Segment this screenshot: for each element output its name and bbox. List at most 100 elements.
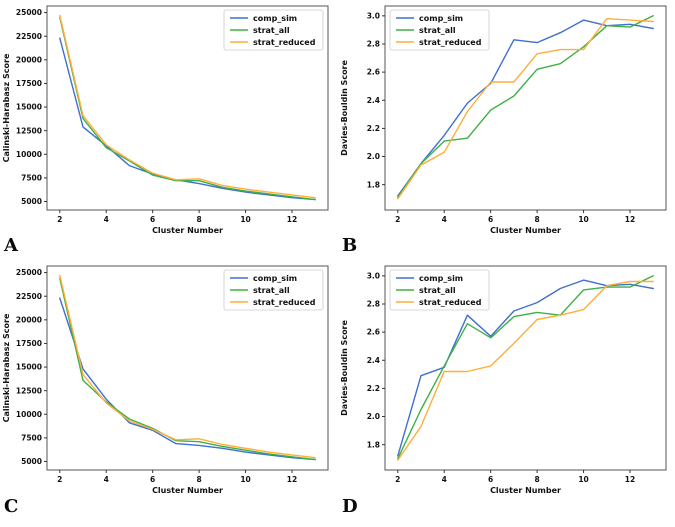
y-tick-label: 17500 <box>16 79 42 88</box>
panel-label-c: C <box>4 496 19 517</box>
series-line-strat_reduced <box>397 18 654 200</box>
y-tick-label: 22500 <box>16 292 42 301</box>
y-tick-label: 10000 <box>16 410 42 419</box>
y-tick-label: 2.0 <box>367 412 380 421</box>
x-tick-label: 10 <box>240 475 250 484</box>
y-tick-label: 15000 <box>16 103 42 112</box>
y-tick-label: 5000 <box>21 197 42 206</box>
x-axis-label: Cluster Number <box>490 226 561 235</box>
legend-label-strat_reduced: strat_reduced <box>419 38 482 47</box>
axes: 1.8 2.0 2.2 2.4 2.6 2.8 3.0 2 4 6 8 10 12 Cluster Num… <box>340 271 635 495</box>
y-tick-label: 25000 <box>16 8 42 17</box>
panel-label-a: A <box>4 235 18 256</box>
x-tick-label: 8 <box>535 475 540 484</box>
x-tick-label: 10 <box>240 215 250 224</box>
legend-label-strat_all: strat_all <box>253 286 290 295</box>
x-tick-label: 8 <box>535 215 540 224</box>
x-tick-label: 2 <box>57 215 62 224</box>
x-axis-label: Cluster Number <box>152 486 223 495</box>
x-tick-label: 12 <box>287 215 297 224</box>
x-tick-label: 6 <box>150 215 155 224</box>
legend: comp_sim strat_all strat_reduced <box>223 269 324 311</box>
legend: comp_sim strat_all strat_reduced <box>389 9 490 51</box>
x-tick-label: 6 <box>488 475 493 484</box>
legend-label-comp_sim: comp_sim <box>253 274 297 283</box>
x-tick-label: 2 <box>395 215 400 224</box>
legend-label-comp_sim: comp_sim <box>419 274 463 283</box>
plot-border <box>384 265 667 471</box>
series-line-strat_reduced <box>397 280 654 461</box>
x-tick-label: 2 <box>395 475 400 484</box>
legend-label-strat_all: strat_all <box>253 26 290 35</box>
y-tick-label: 2.2 <box>367 384 380 393</box>
x-tick-label: 8 <box>197 215 202 224</box>
x-tick-label: 10 <box>578 475 588 484</box>
legend-label-strat_reduced: strat_reduced <box>419 298 482 307</box>
y-tick-label: 2.2 <box>367 124 380 133</box>
x-tick-label: 4 <box>104 215 109 224</box>
chart-d-davies-bouldin: 1.8 2.0 2.2 2.4 2.6 2.8 3.0 2 4 6 8 10 12 Cluster Num… <box>340 265 667 495</box>
series-line-comp_sim <box>59 37 316 201</box>
x-tick-label: 6 <box>488 215 493 224</box>
x-tick-label: 12 <box>287 475 297 484</box>
legend: comp_sim strat_all strat_reduced <box>389 269 490 311</box>
y-tick-label: 1.8 <box>367 180 380 189</box>
chart-c-calinski-harabasz: 5000 7500 10000 12500 15000 17500 20000 22500 25… <box>2 265 329 495</box>
y-tick-label: 15000 <box>16 363 42 372</box>
legend-label-strat_all: strat_all <box>419 286 456 295</box>
y-tick-label: 12500 <box>16 126 42 135</box>
y-axis-label: Calinski-Harabasz Score <box>2 53 11 162</box>
y-tick-label: 25000 <box>16 268 42 277</box>
y-tick-label: 7500 <box>21 433 42 442</box>
y-tick-label: 20000 <box>16 315 42 324</box>
y-tick-label: 2.4 <box>367 356 380 365</box>
y-axis-label: Davies-Bouldin Score <box>340 60 349 156</box>
legend-box <box>223 269 324 311</box>
plot-border <box>384 5 667 211</box>
y-tick-label: 2.6 <box>367 328 380 337</box>
axes: 5000 7500 10000 12500 15000 17500 20000 22500 25… <box>2 268 297 495</box>
series-line-strat_reduced <box>59 14 316 199</box>
y-tick-label: 2.8 <box>367 40 380 49</box>
legend-box <box>389 269 490 311</box>
axes: 1.8 2.0 2.2 2.4 2.6 2.8 3.0 2 4 6 8 10 12 Cluster Num… <box>340 11 635 235</box>
x-axis-label: Cluster Number <box>152 226 223 235</box>
y-tick-label: 7500 <box>21 173 42 182</box>
y-tick-label: 20000 <box>16 55 42 64</box>
y-tick-label: 10000 <box>16 150 42 159</box>
x-axis-label: Cluster Number <box>490 486 561 495</box>
series-line-strat_all <box>59 16 316 201</box>
x-tick-label: 4 <box>442 475 447 484</box>
y-tick-label: 17500 <box>16 339 42 348</box>
y-tick-label: 12500 <box>16 386 42 395</box>
legend-label-strat_reduced: strat_reduced <box>253 38 316 47</box>
plot-border <box>46 5 329 211</box>
axes: 5000 7500 10000 12500 15000 17500 20000 22500 25… <box>2 8 297 235</box>
y-tick-label: 3.0 <box>367 11 380 20</box>
plot-border <box>46 265 329 471</box>
chart-a-calinski-harabasz: 5000 7500 10000 12500 15000 17500 20000 22500 25… <box>2 5 329 235</box>
x-tick-label: 4 <box>442 215 447 224</box>
panel-label-b: B <box>342 235 358 256</box>
chart-b-davies-bouldin: 1.8 2.0 2.2 2.4 2.6 2.8 3.0 2 4 6 8 10 12 Cluster Num… <box>340 5 667 235</box>
legend-box <box>223 9 324 51</box>
y-tick-label: 2.6 <box>367 68 380 77</box>
y-tick-label: 22500 <box>16 32 42 41</box>
legend-box <box>389 9 490 51</box>
x-tick-label: 12 <box>625 215 635 224</box>
x-tick-label: 12 <box>625 475 635 484</box>
series-line-strat_all <box>397 275 654 460</box>
y-tick-label: 1.8 <box>367 440 380 449</box>
panel-label-d: D <box>342 496 358 517</box>
y-tick-label: 5000 <box>21 457 42 466</box>
series-line-strat_reduced <box>59 274 316 459</box>
y-tick-label: 2.8 <box>367 300 380 309</box>
x-tick-label: 10 <box>578 215 588 224</box>
series-line-comp_sim <box>59 297 316 461</box>
series-line-strat_all <box>397 15 654 199</box>
legend: comp_sim strat_all strat_reduced <box>223 9 324 51</box>
y-tick-label: 3.0 <box>367 271 380 280</box>
x-tick-label: 4 <box>104 475 109 484</box>
y-tick-label: 2.4 <box>367 96 380 105</box>
